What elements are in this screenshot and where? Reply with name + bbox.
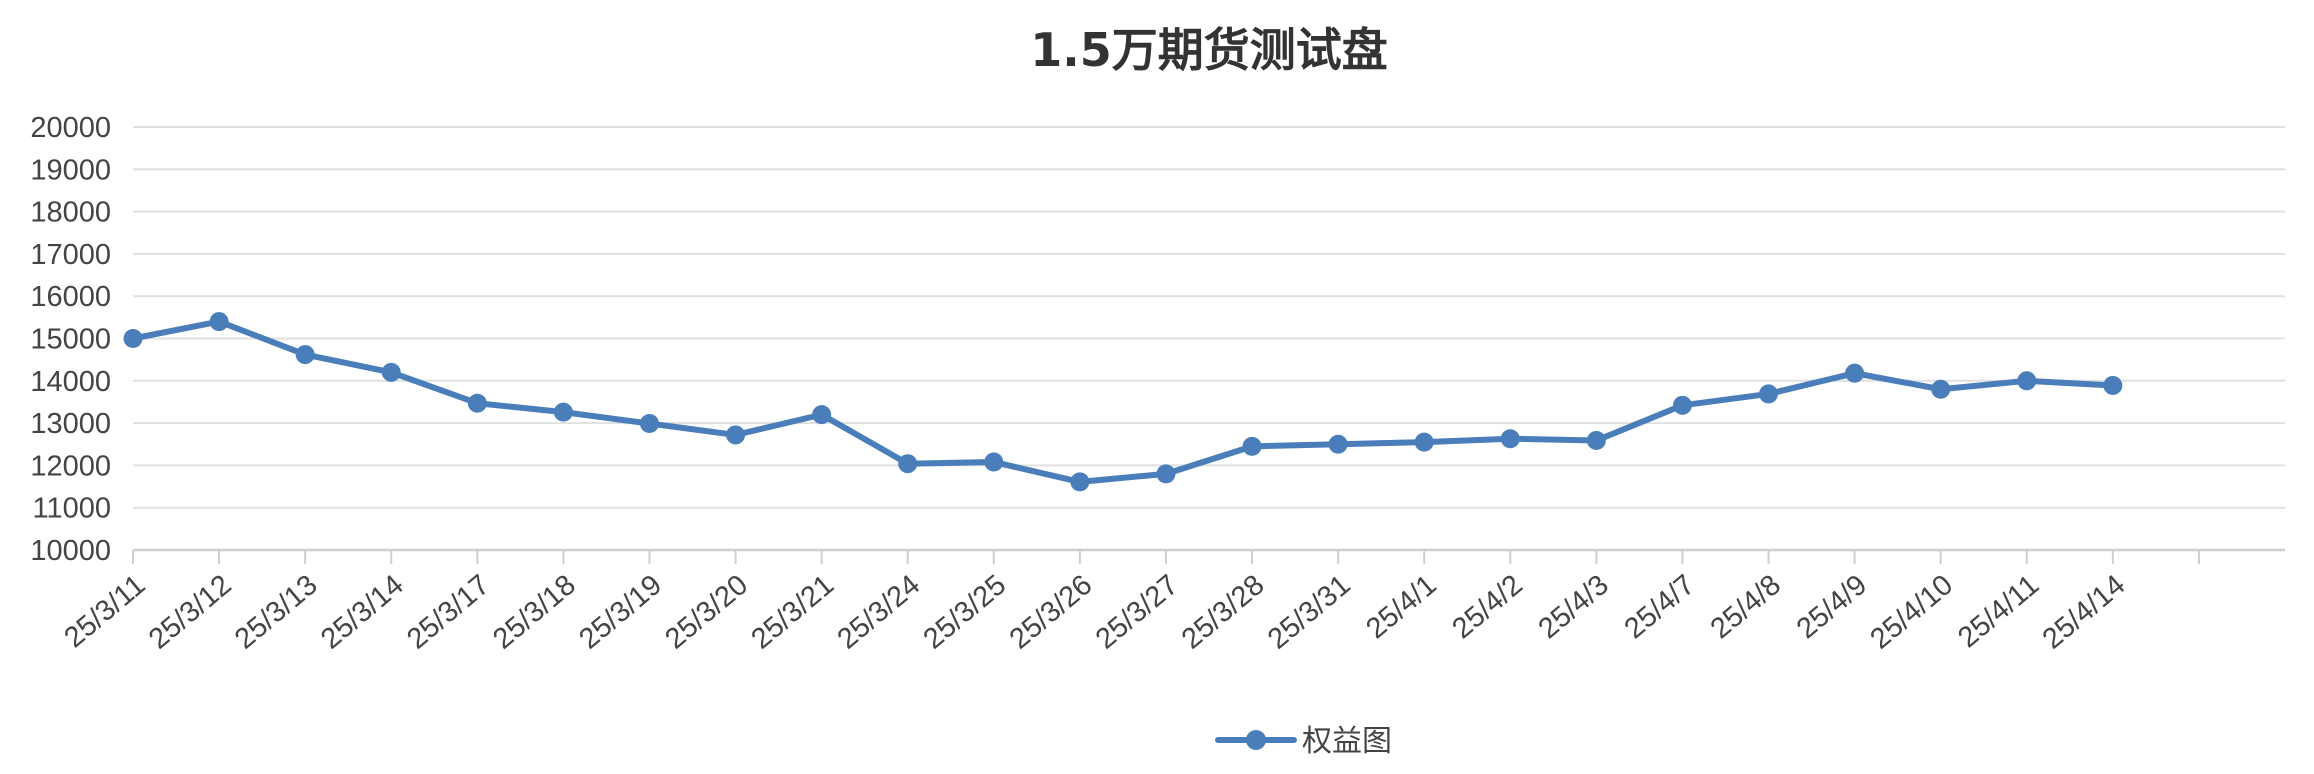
- x-axis: 25/3/1125/3/1225/3/1325/3/1425/3/1725/3/…: [58, 550, 2200, 656]
- x-tick-label: 25/3/31: [1262, 569, 1357, 656]
- data-point: [381, 362, 401, 382]
- data-point: [2017, 371, 2037, 391]
- data-point: [812, 405, 832, 425]
- data-point: [123, 329, 143, 348]
- data-point: [1672, 395, 1692, 415]
- y-tick-label: 16000: [30, 281, 111, 313]
- x-tick-label: 25/4/1: [1360, 569, 1442, 645]
- x-tick-label: 25/4/10: [1864, 569, 1959, 656]
- x-tick-label: 25/4/14: [2037, 569, 2132, 656]
- gridlines: [133, 126, 2285, 552]
- y-tick-label: 11000: [33, 493, 112, 525]
- y-tick-label: 15000: [30, 324, 111, 356]
- data-point: [1586, 430, 1606, 450]
- data-point: [1156, 464, 1176, 484]
- data-point: [898, 454, 918, 474]
- data-point: [467, 393, 487, 413]
- data-point: [2103, 375, 2123, 395]
- y-axis: 10000 11000 12000 13000 14000 15000 16000 17000…: [30, 112, 111, 567]
- legend[interactable]: 权益图: [1215, 724, 1392, 759]
- data-point: [1328, 434, 1348, 454]
- x-tick-label: 25/4/7: [1619, 569, 1701, 645]
- data-point: [1070, 472, 1090, 492]
- y-tick-label: 12000: [30, 450, 111, 482]
- x-tick-label: 25/3/18: [487, 569, 582, 656]
- y-tick-label: 14000: [30, 366, 111, 398]
- data-point: [726, 425, 746, 445]
- x-tick-label: 25/3/19: [573, 569, 668, 656]
- x-tick-label: 25/3/28: [1176, 569, 1271, 656]
- data-point: [1242, 436, 1262, 456]
- x-tick-label: 25/3/17: [401, 569, 496, 656]
- y-tick-label: 13000: [30, 408, 111, 440]
- data-point: [553, 402, 573, 422]
- chart-title: 1.5万期货测试盘: [1030, 23, 1388, 77]
- data-point: [209, 312, 229, 332]
- x-tick-label: 25/4/2: [1446, 569, 1528, 645]
- x-tick-label: 25/4/3: [1533, 569, 1615, 645]
- legend-dot-marker: [1246, 730, 1266, 750]
- data-point: [1414, 432, 1434, 452]
- data-point: [295, 345, 315, 365]
- x-tick-label: 25/3/27: [1090, 569, 1185, 656]
- x-tick-label: 25/3/24: [832, 569, 927, 656]
- series-line: [130, 318, 2116, 485]
- x-tick-label: 25/3/14: [315, 569, 410, 656]
- x-tick-label: 25/3/13: [229, 569, 324, 656]
- x-tick-label: 25/4/8: [1705, 569, 1787, 645]
- y-tick-label: 17000: [30, 239, 111, 271]
- x-tick-label: 25/4/11: [1952, 569, 2045, 654]
- data-point: [1845, 363, 1865, 383]
- y-tick-label: 19000: [30, 154, 111, 186]
- x-tick-label: 25/3/11: [58, 569, 151, 654]
- data-point: [1759, 384, 1779, 404]
- y-tick-label: 10000: [30, 535, 111, 567]
- x-tick-label: 25/3/12: [143, 569, 238, 656]
- legend-label: 权益图: [1302, 724, 1392, 759]
- y-tick-label: 18000: [30, 197, 111, 229]
- series-equity: [123, 312, 2123, 492]
- x-tick-label: 25/3/20: [659, 569, 754, 656]
- x-tick-label: 25/3/21: [745, 569, 840, 656]
- data-point: [984, 452, 1004, 472]
- data-point: [1931, 379, 1951, 399]
- x-tick-label: 25/4/9: [1791, 569, 1873, 645]
- data-point: [1500, 429, 1520, 449]
- data-point: [639, 414, 659, 434]
- y-tick-label: 20000: [30, 112, 111, 144]
- x-tick-label: 25/3/26: [1004, 569, 1099, 656]
- x-tick-label: 25/3/25: [918, 569, 1013, 656]
